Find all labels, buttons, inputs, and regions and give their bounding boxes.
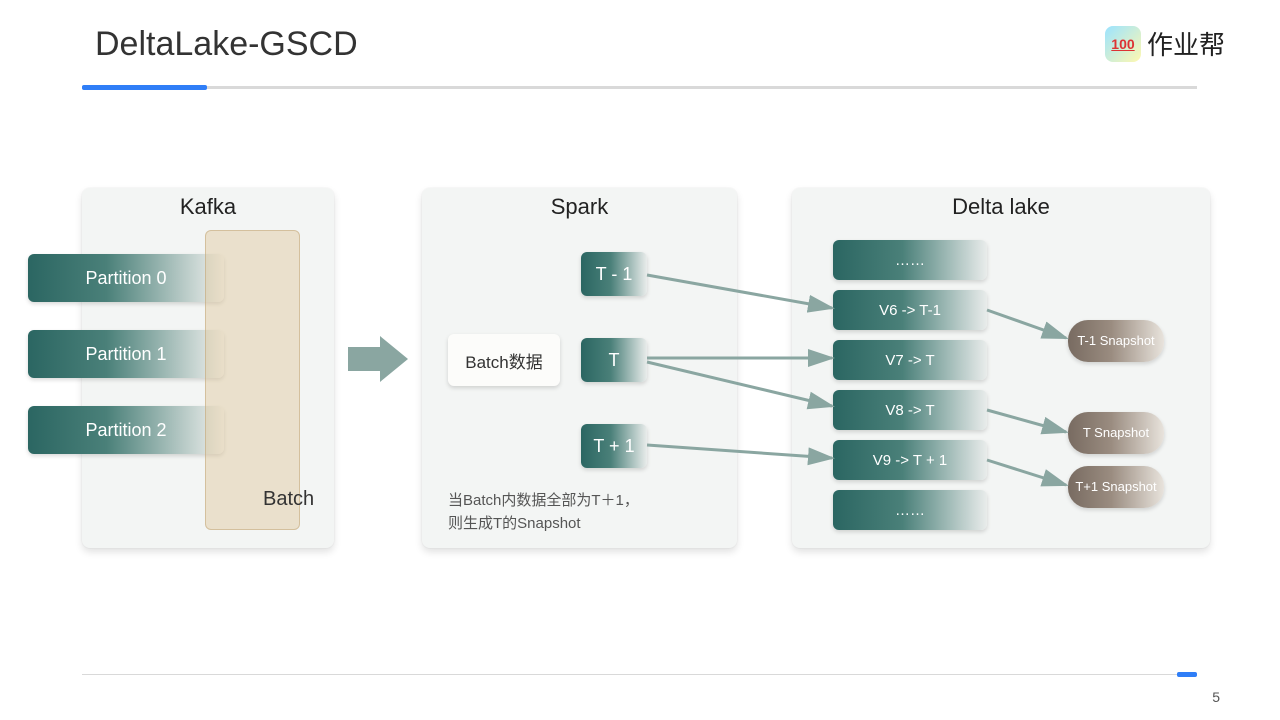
spark-note-line1: 当Batch内数据全部为T＋1，	[448, 490, 639, 513]
spark-title: Spark	[422, 188, 737, 220]
snapshot-t-plus-1: T+1 Snapshot	[1068, 466, 1164, 508]
logo-text: 作业帮	[1147, 25, 1225, 62]
kafka-partition-0: Partition 0	[28, 254, 224, 302]
delta-v-box-5: ……	[833, 490, 987, 530]
kafka-partition-1: Partition 1	[28, 330, 224, 378]
logo-badge-icon: 100	[1105, 26, 1141, 62]
delta-v-box-3: V8 -> T	[833, 390, 987, 430]
snapshot-t: T Snapshot	[1068, 412, 1164, 454]
arrow-right-icon	[348, 336, 408, 382]
batch-label: Batch	[263, 488, 314, 511]
t-plus-1-box: T + 1	[581, 424, 647, 468]
delta-v-box-4: V9 -> T + 1	[833, 440, 987, 480]
kafka-title: Kafka	[82, 188, 334, 220]
spark-note-line2: 则生成T的Snapshot	[448, 513, 639, 536]
title-underline	[82, 86, 1197, 89]
delta-v-box-0: ……	[833, 240, 987, 280]
delta-title: Delta lake	[792, 188, 1210, 220]
delta-v-box-2: V7 -> T	[833, 340, 987, 380]
footer-line	[82, 674, 1197, 675]
snapshot-t-1: T-1 Snapshot	[1068, 320, 1164, 362]
brand-logo: 100 作业帮	[1105, 25, 1225, 62]
batch-data-box: Batch数据	[448, 334, 560, 386]
delta-v-box-1: V6 -> T-1	[833, 290, 987, 330]
page-title: DeltaLake-GSCD	[95, 25, 358, 64]
t-box: T	[581, 338, 647, 382]
batch-overlay	[205, 230, 300, 530]
spark-note: 当Batch内数据全部为T＋1， 则生成T的Snapshot	[448, 490, 639, 535]
t-minus-1-box: T - 1	[581, 252, 647, 296]
page-number: 5	[1212, 689, 1220, 705]
kafka-partition-2: Partition 2	[28, 406, 224, 454]
